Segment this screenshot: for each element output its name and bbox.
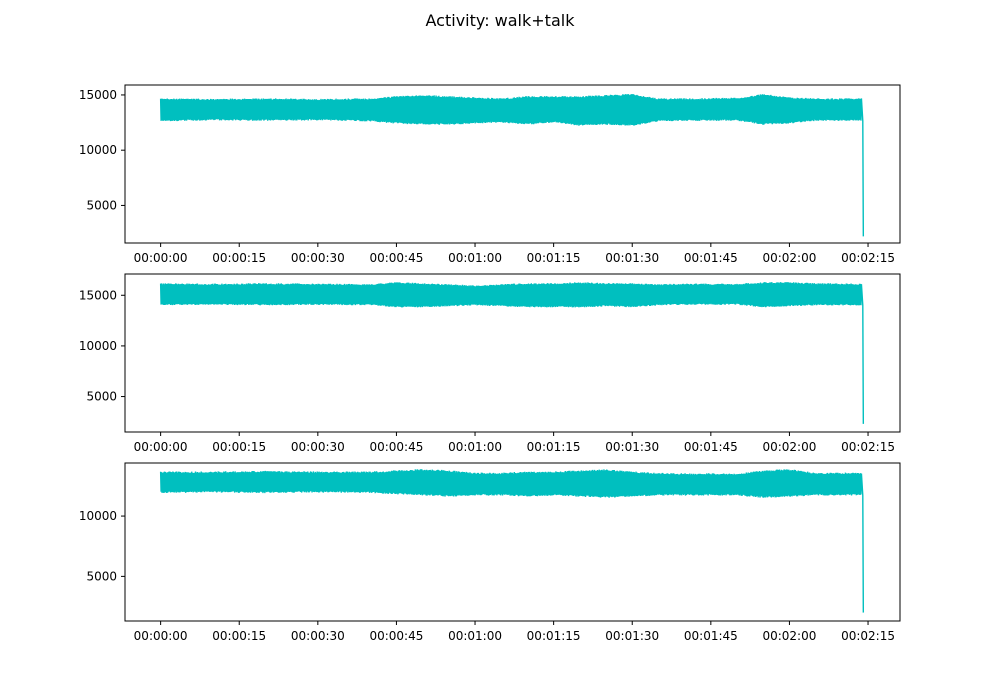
x-tick-label: 00:02:00 [762,440,816,454]
x-tick-label: 00:00:45 [369,440,423,454]
x-tick-label: 00:01:30 [605,440,659,454]
x-tick-label: 00:01:45 [684,440,738,454]
x-tick-label: 00:01:30 [605,629,659,643]
x-tick-label: 00:01:15 [527,629,581,643]
x-tick-label: 00:01:45 [684,251,738,265]
x-tick-label: 00:00:30 [291,251,345,265]
series-line-3-1 [159,469,865,613]
axes-frame [124,273,901,433]
y-tick-label: 15000 [79,88,117,102]
x-tick-label: 00:00:30 [291,440,345,454]
x-tick-label: 00:01:00 [448,440,502,454]
x-tick-label: 00:01:30 [605,251,659,265]
y-tick-label: 5000 [86,390,117,404]
x-tick-label: 00:02:15 [841,440,895,454]
x-tick-label: 00:01:15 [527,440,581,454]
x-tick-label: 00:00:00 [134,251,188,265]
x-tick-label: 00:02:00 [762,629,816,643]
x-tick-label: 00:00:00 [134,629,188,643]
series-line-2-1 [159,282,865,424]
x-tick-label: 00:01:00 [448,629,502,643]
x-tick-label: 00:01:00 [448,251,502,265]
x-tick-label: 00:00:15 [212,629,266,643]
x-tick-label: 00:00:00 [134,440,188,454]
y-tick-label: 5000 [86,198,117,212]
x-tick-label: 00:01:15 [527,251,581,265]
axes-frame [124,462,901,622]
x-tick-label: 00:02:15 [841,251,895,265]
x-tick-label: 00:00:45 [369,251,423,265]
x-tick-label: 00:02:15 [841,629,895,643]
x-tick-label: 00:01:45 [684,629,738,643]
x-tick-label: 00:00:15 [212,251,266,265]
x-tick-label: 00:00:30 [291,629,345,643]
subplot-3: 00:00:00 00:00:15 00:00:30 00:00:45 00:01:00… [79,462,901,643]
subplot-1: 00:00:00 00:00:15 00:00:30 00:00:45 00:01:00… [79,84,901,265]
axes-frame [124,84,901,244]
y-tick-label: 5000 [86,569,117,583]
y-tick-label: 15000 [79,288,117,302]
x-tick-label: 00:00:45 [369,629,423,643]
y-tick-label: 10000 [79,509,117,523]
series-line-1-1 [159,94,865,237]
figure-title: Activity: walk+talk [425,11,575,30]
x-tick-label: 00:02:00 [762,251,816,265]
y-tick-label: 10000 [79,339,117,353]
subplot-2: 00:00:00 00:00:15 00:00:30 00:00:45 00:01:00… [79,273,901,454]
y-tick-label: 10000 [79,143,117,157]
x-tick-label: 00:00:15 [212,440,266,454]
